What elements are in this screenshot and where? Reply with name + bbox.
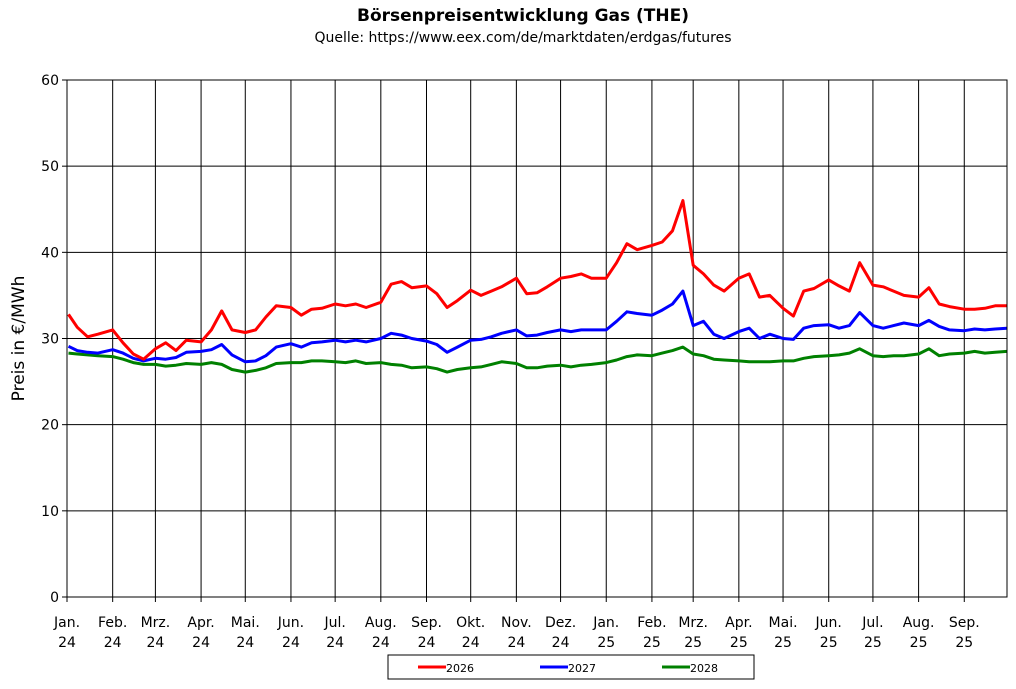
x-tick-month-label: Mrz. <box>141 615 171 631</box>
x-tick-month-label: Nov. <box>501 615 532 631</box>
x-tick-year-label: 24 <box>192 635 210 651</box>
x-tick-month-label: Jul. <box>323 615 345 631</box>
x-tick-year-label: 24 <box>236 635 254 651</box>
y-tick-label: 10 <box>41 504 59 520</box>
x-tick-year-label: 24 <box>282 635 300 651</box>
x-tick-month-label: Mrz. <box>678 615 708 631</box>
x-tick-year-label: 24 <box>418 635 436 651</box>
legend-label: 2027 <box>568 662 596 675</box>
series-line-2028 <box>68 345 1008 374</box>
x-tick-month-label: Feb. <box>98 615 127 631</box>
x-tick-year-label: 25 <box>730 635 748 651</box>
series-line-2026 <box>67 199 1007 361</box>
series-lines <box>67 199 1008 374</box>
x-tick-month-label: Feb. <box>637 615 666 631</box>
x-tick-year-label: 25 <box>774 635 792 651</box>
x-tick-year-label: 25 <box>955 635 973 651</box>
x-tick-year-label: 25 <box>684 635 702 651</box>
x-axis-ticks: Jan. 24 Feb. 24 Mrz. 24 Apr. 24 Mai. 24 Jun. 24 Jul.… <box>53 597 980 651</box>
y-tick-label: 60 <box>41 73 59 89</box>
x-tick-year-label: 24 <box>507 635 525 651</box>
x-tick-year-label: 24 <box>104 635 122 651</box>
x-tick-year-label: 24 <box>146 635 164 651</box>
x-tick-month-label: Aug. <box>365 615 397 631</box>
series-line-2027 <box>67 289 1008 364</box>
legend-label: 2028 <box>690 662 718 675</box>
x-tick-month-label: Jul. <box>861 615 883 631</box>
grid-lines <box>67 79 1007 598</box>
x-tick-year-label: 24 <box>58 635 76 651</box>
x-tick-month-label: Mai. <box>231 615 260 631</box>
x-tick-year-label: 24 <box>326 635 344 651</box>
x-tick-month-label: Aug. <box>903 615 935 631</box>
x-tick-year-label: 24 <box>462 635 480 651</box>
legend-item-2026: 2026 <box>418 662 474 675</box>
x-tick-month-label: Jan. <box>53 615 80 631</box>
x-tick-month-label: Mai. <box>769 615 798 631</box>
y-axis-ticks: 0 10 20 30 40 50 60 <box>41 73 67 606</box>
y-tick-label: 40 <box>41 245 59 261</box>
legend-item-2028: 2028 <box>662 662 718 675</box>
x-tick-month-label: Sep. <box>411 615 442 631</box>
x-tick-year-label: 25 <box>910 635 928 651</box>
y-axis-label: Preis in €/MWh <box>9 276 29 402</box>
x-tick-month-label: Dez. <box>545 615 576 631</box>
x-tick-year-label: 25 <box>820 635 838 651</box>
x-tick-month-label: Apr. <box>725 615 752 631</box>
y-tick-label: 50 <box>41 159 59 175</box>
y-tick-label: 0 <box>50 590 59 606</box>
x-tick-year-label: 25 <box>643 635 661 651</box>
legend-box <box>387 654 755 680</box>
x-tick-month-label: Jan. <box>592 615 619 631</box>
y-tick-label: 20 <box>41 418 59 434</box>
chart-title: Börsenpreisentwicklung Gas (THE) <box>356 6 690 26</box>
x-tick-month-label: Okt. <box>456 615 485 631</box>
y-tick-label: 30 <box>41 332 59 348</box>
chart-subtitle: Quelle: https://www.eex.com/de/marktdate… <box>314 30 732 46</box>
x-tick-month-label: Apr. <box>187 615 214 631</box>
legend-label: 2026 <box>446 662 474 675</box>
x-tick-year-label: 24 <box>552 635 570 651</box>
x-tick-month-label: Jun. <box>277 615 304 631</box>
legend-item-2027: 2027 <box>540 662 596 675</box>
plot-frame <box>66 79 1008 598</box>
x-tick-year-label: 25 <box>597 635 615 651</box>
x-tick-month-label: Sep. <box>949 615 980 631</box>
x-tick-year-label: 24 <box>372 635 390 651</box>
x-tick-month-label: Jun. <box>815 615 842 631</box>
x-tick-year-label: 25 <box>864 635 882 651</box>
legend: 2026 2027 2028 <box>387 654 755 680</box>
